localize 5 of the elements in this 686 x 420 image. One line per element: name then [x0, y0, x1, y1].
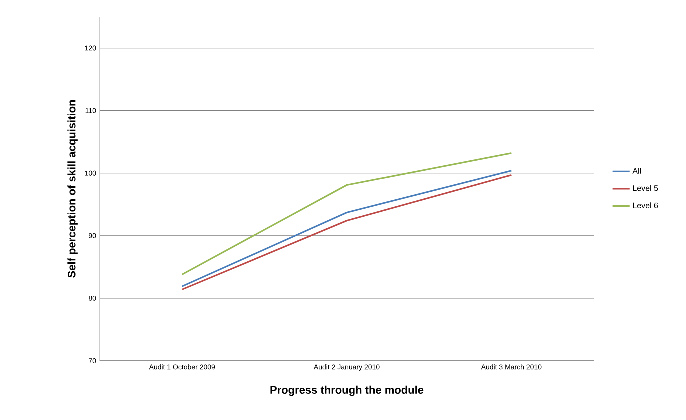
y-axis-title: Self perception of skill acquisition — [68, 100, 78, 278]
legend-label: All — [632, 168, 642, 174]
legend-label: Level 6 — [633, 202, 658, 209]
x-axis-title: Progress through the module — [270, 386, 424, 396]
legend-label: Level 5 — [633, 185, 658, 192]
